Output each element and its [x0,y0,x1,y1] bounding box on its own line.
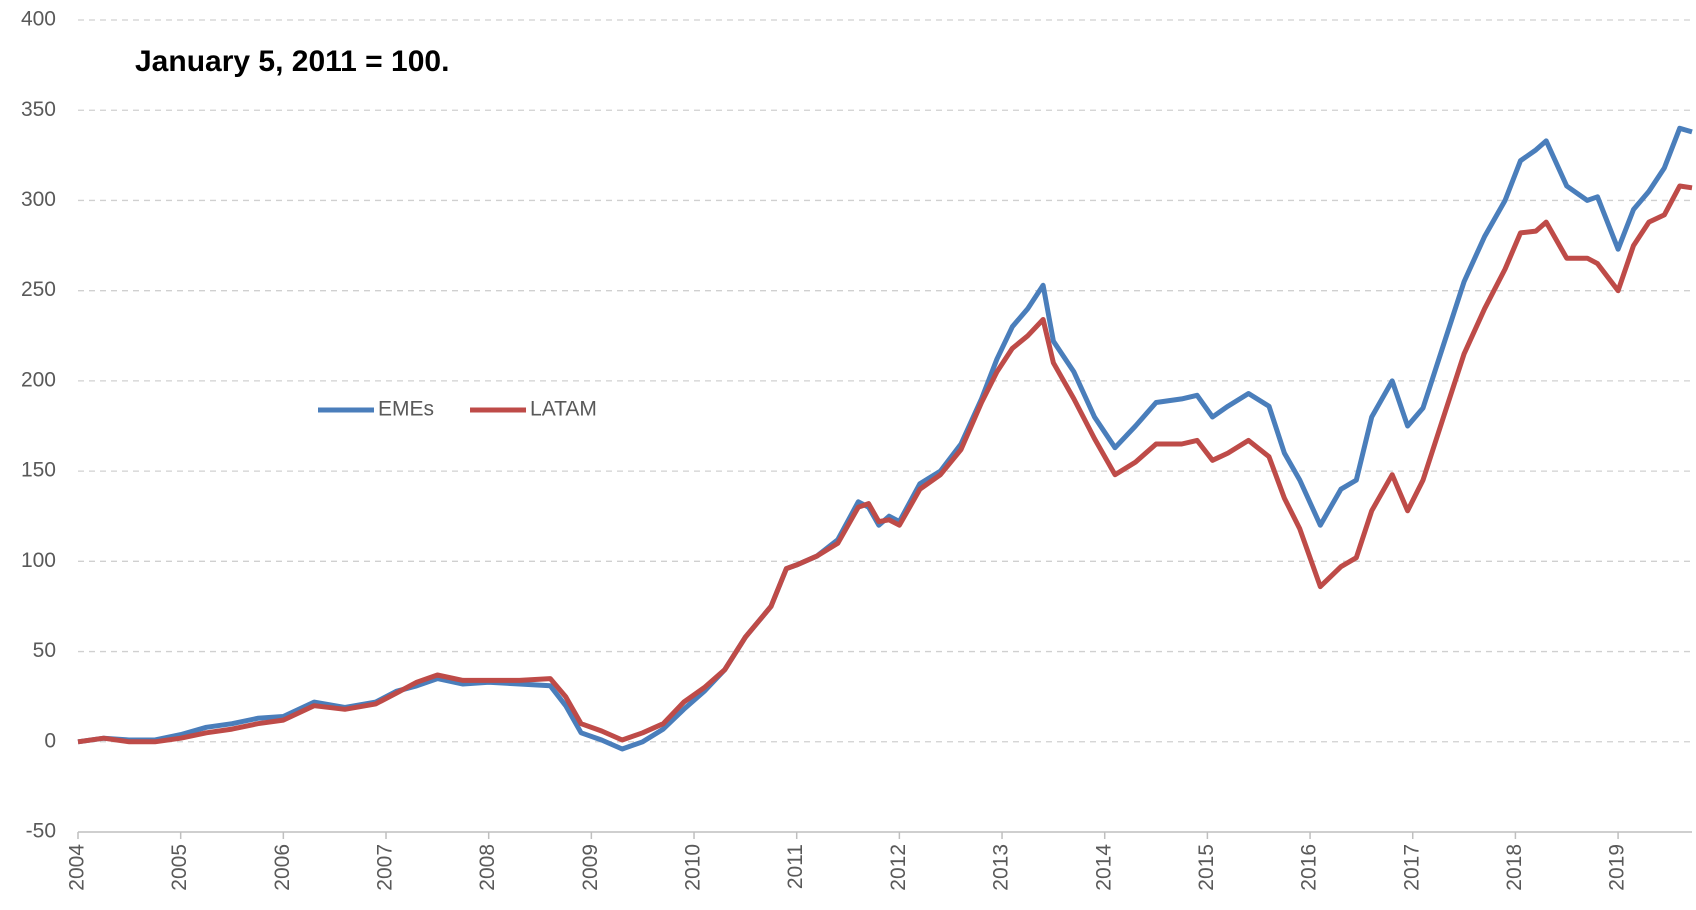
x-tick-label: 2014 [1092,844,1115,891]
y-tick-label: 400 [21,8,56,31]
y-tick-label: 100 [21,549,56,572]
x-tick-label: 2004 [66,844,89,891]
legend-label: EMEs [378,398,434,421]
line-series [77,183,1693,745]
y-tick-label: 0 [44,729,56,752]
x-tick-label: 2011 [784,844,807,889]
y-tick-label: 150 [21,459,56,482]
x-tick-label: 2016 [1298,844,1321,891]
x-tick-label: 2006 [271,844,294,891]
x-tick-label: 2009 [579,844,602,891]
y-tick-label: 50 [33,639,56,662]
x-tick-label: 2010 [682,844,705,891]
x-tick-label: 2007 [374,844,397,891]
line-series [77,125,1693,752]
x-tick-label: 2012 [887,844,910,891]
x-tick-label: 2005 [168,844,191,891]
x-tick-label: 2019 [1606,844,1629,891]
x-tick-label: 2008 [476,844,499,891]
y-tick-label: -50 [26,820,56,843]
y-tick-label: 350 [21,98,56,121]
y-tick-label: 300 [21,188,56,211]
x-tick-label: 2017 [1400,844,1423,891]
x-tick-label: 2018 [1503,844,1526,891]
y-tick-label: 250 [21,278,56,301]
annotation: January 5, 2011 = 100. [135,45,449,78]
legend-label: LATAM [530,398,597,421]
x-tick-label: 2013 [990,844,1013,891]
x-tick-label: 2015 [1195,844,1218,891]
y-tick-label: 200 [21,368,56,391]
